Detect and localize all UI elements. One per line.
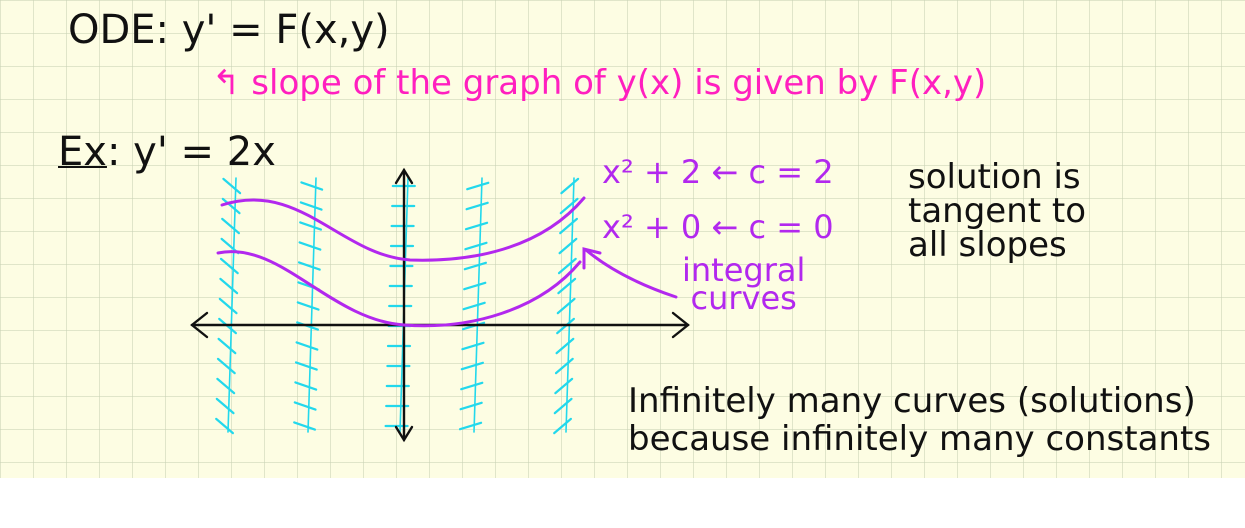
slope-tick [294, 381, 318, 391]
slope-tick [219, 257, 239, 275]
tangent-note: solution is tangent to all slopes [908, 160, 1086, 262]
integral-curve-c2 [220, 196, 586, 262]
slope-tick [221, 217, 240, 235]
tangent-note-line-2: tangent to [908, 191, 1087, 231]
slope-tick [216, 377, 236, 395]
slope-tick [554, 377, 574, 395]
slope-tick [299, 221, 322, 231]
slope-tick [293, 401, 317, 411]
slope-tick [458, 421, 483, 431]
infinite-note-line-2: because infinitely many constants [628, 419, 1211, 459]
integral-label-line-2: curves [690, 279, 797, 317]
y-axis-bottom-arrow [394, 425, 414, 443]
example-equation: : y' = 2x [106, 129, 276, 175]
slope-tick [559, 197, 579, 215]
slope-tick [300, 181, 324, 191]
slope-tick [558, 237, 578, 255]
slope-tick [460, 381, 484, 391]
slope-tick [216, 357, 236, 375]
slope-tick [462, 301, 486, 311]
slope-tick [556, 297, 576, 315]
slope-tick [554, 357, 574, 375]
slope-field-column [565, 177, 575, 433]
y-axis-top-arrow [394, 167, 414, 185]
slope-tick [555, 337, 575, 355]
slope-tick [297, 261, 321, 271]
slope-tick [466, 181, 490, 191]
slope-tick [293, 421, 316, 431]
slope-tick [459, 401, 483, 411]
slope-tick [219, 277, 239, 295]
curve-label-c2: x² + 2 ← c = 2 [602, 153, 834, 191]
slope-tick [460, 361, 484, 371]
slope-tick [299, 201, 323, 211]
slope-tick [217, 337, 237, 355]
slope-tick [464, 241, 488, 251]
integral-pointer-stroke [584, 248, 678, 299]
slope-tick [559, 217, 579, 235]
integral-curves [216, 196, 678, 328]
slope-tick [560, 177, 580, 195]
slope-tick [463, 281, 487, 291]
slope-tick [557, 257, 577, 275]
integral-label-line-1: integral [682, 251, 806, 289]
tangent-note-line-3: all slopes [908, 225, 1067, 265]
slope-annotation: ↰ slope of the graph of y(x) is given by… [212, 63, 987, 103]
slope-tick [461, 341, 485, 351]
x-axis-left-arrow [190, 311, 209, 339]
slope-tick [464, 221, 489, 231]
slope-tick [215, 397, 235, 415]
slope-tick [553, 417, 573, 435]
ode-definition: ODE: y' = F(x,y) [68, 7, 390, 53]
slope-tick [215, 417, 234, 435]
slope-tick [298, 241, 322, 251]
x-axis-right-arrow [671, 311, 690, 339]
example-label: Ex [58, 129, 107, 175]
slope-tick [218, 297, 238, 315]
slope-tick [553, 397, 573, 415]
slope-tick [222, 177, 242, 195]
slope-tick [463, 261, 487, 271]
slope-tick [557, 277, 577, 295]
integral-curve-c0 [216, 250, 582, 328]
page-margin [0, 478, 1245, 528]
slope-tick [221, 197, 241, 215]
infinite-solutions-note: Infinitely many curves (solutions) becau… [628, 382, 1211, 458]
slope-tick [295, 341, 319, 351]
curve-label-c0: x² + 0 ← c = 0 [602, 208, 834, 246]
integral-pointer-arrow [582, 247, 602, 270]
integral-curves-label: integral curves [682, 251, 806, 317]
infinite-note-line-1: Infinitely many curves (solutions) [628, 381, 1196, 421]
tangent-note-line-1: solution is [908, 157, 1081, 197]
slope-tick [296, 301, 320, 311]
slope-tick [294, 361, 318, 371]
example-line: Ex: y' = 2x [58, 132, 276, 172]
slope-tick [465, 201, 489, 211]
